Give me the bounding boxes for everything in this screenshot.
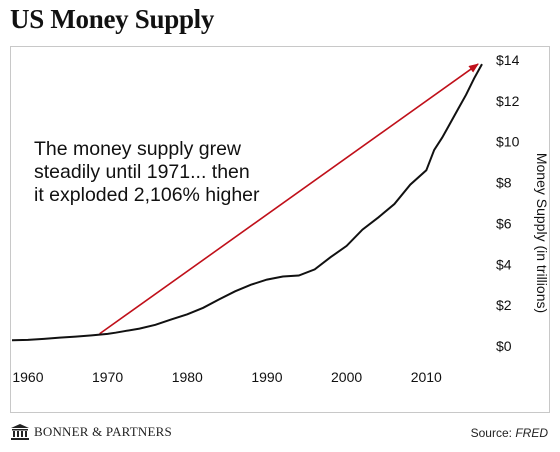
y-tick-label: $12 <box>496 93 520 109</box>
x-tick-label: 1970 <box>92 369 123 385</box>
annotation-line-1: The money supply grew <box>34 138 242 160</box>
y-tick-label: $4 <box>496 256 512 272</box>
x-tick-label: 2000 <box>331 369 362 385</box>
footer: BONNER & PARTNERS Source: FRED <box>10 424 550 444</box>
y-tick-label: $14 <box>496 52 520 68</box>
annotation-line-3: it exploded 2,106% higher <box>34 184 260 206</box>
annotation-text: The money supply grew steadily until 197… <box>34 138 294 207</box>
columns-icon <box>10 424 30 440</box>
brand-logo: BONNER & PARTNERS <box>10 424 172 440</box>
brand-name: BONNER & PARTNERS <box>34 424 172 439</box>
plot-frame <box>10 46 550 413</box>
y-tick-label: $6 <box>496 215 512 231</box>
source-label: Source: <box>470 426 512 440</box>
y-tick-label: $10 <box>496 134 520 150</box>
annotation-arrow <box>99 63 479 335</box>
chart-title: US Money Supply <box>10 4 215 34</box>
y-tick-label: $8 <box>496 175 512 191</box>
y-axis-ticks: $0 $2 $4 $6 $8 $10 $12 $14 <box>496 52 520 354</box>
x-axis-ticks: 1960 1970 1980 1990 2000 2010 <box>12 369 442 385</box>
x-tick-label: 1960 <box>12 369 43 385</box>
y-tick-label: $2 <box>496 297 512 313</box>
y-axis-label: Money Supply (in trillions) <box>534 153 550 313</box>
x-tick-label: 1980 <box>172 369 203 385</box>
source-credit: Source: FRED <box>471 426 548 440</box>
x-tick-label: 2010 <box>411 369 442 385</box>
x-tick-label: 1990 <box>251 369 282 385</box>
money-supply-line <box>11 63 483 342</box>
annotation-line-2: steadily until 1971... then <box>34 161 250 183</box>
source-name: FRED <box>515 426 548 440</box>
y-tick-label: $0 <box>496 338 512 354</box>
